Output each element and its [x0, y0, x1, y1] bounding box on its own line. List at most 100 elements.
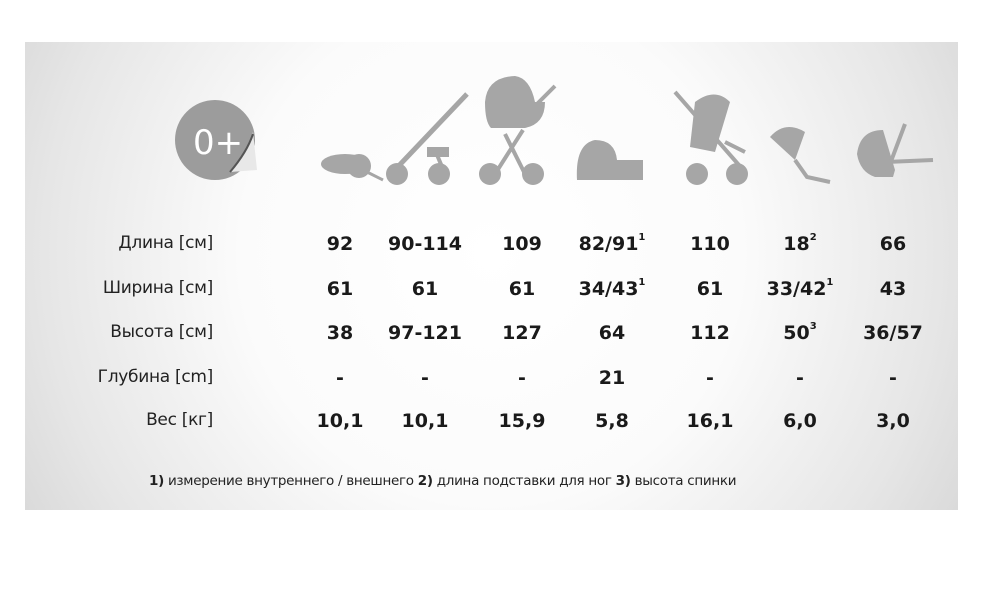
carrycot-icon — [576, 140, 643, 180]
row-label: Высота [см] — [110, 322, 213, 342]
cell-value: 92 — [326, 233, 354, 255]
row-label: Глубина [cm] — [97, 367, 214, 387]
stroller-seat-unit-icon — [673, 90, 748, 185]
table-cell: - — [380, 367, 470, 389]
cell-value: - — [796, 367, 804, 389]
cell-value: 10,1 — [316, 410, 364, 432]
table-cell: 21 — [567, 367, 657, 389]
cell-value: 43 — [879, 278, 907, 300]
table-cell: 34/431 — [567, 277, 657, 300]
cell-value: 10,1 — [401, 410, 449, 432]
table-cell: 503 — [755, 321, 845, 344]
table-row: Ширина [см] 61 61 61 34/431 61 33/421 43 — [0, 277, 933, 308]
cell-value: 61 — [411, 278, 439, 300]
table-cell: 5,8 — [567, 410, 657, 432]
cell-value: 6,0 — [783, 410, 817, 432]
cell-value: - — [421, 367, 429, 389]
table-cell: 38 — [295, 322, 385, 344]
table-row: Глубина [cm] - - - 21 - - - — [0, 367, 933, 397]
table-cell: 127 — [477, 322, 567, 344]
cell-footnote-ref: 1 — [638, 232, 646, 243]
cell-value: 97-121 — [388, 322, 462, 344]
cell-footnote-ref: 1 — [638, 277, 646, 288]
cell-value: 38 — [326, 322, 354, 344]
table-cell: - — [665, 367, 755, 389]
spec-panel: 0+ — [25, 42, 958, 510]
badge-text: 0+ — [193, 123, 243, 163]
cell-value: 82/91 — [578, 233, 639, 255]
product-icons: 0+ — [175, 76, 934, 185]
footnote-1-text: измерение внутреннего / внешнего — [163, 473, 418, 489]
table-cell: 3,0 — [848, 410, 938, 432]
footnote-2-text: длина подставки для ног — [432, 473, 616, 489]
table-row: Высота [см] 38 97-121 127 64 112 503 36/57 — [0, 321, 933, 352]
table-cell: 182 — [755, 232, 845, 255]
cell-value: 18 — [783, 233, 810, 255]
footnote-3-text: высота спинки — [630, 473, 737, 489]
carrycot-seat-icon — [857, 123, 934, 177]
car-seat-icon — [321, 154, 384, 182]
table-row: Вес [кг] 10,1 10,1 15,9 5,8 16,1 6,0 3,0 — [0, 410, 933, 440]
cell-value: - — [518, 367, 526, 389]
cell-footnote-ref: 2 — [809, 232, 817, 243]
cell-value: 61 — [696, 278, 724, 300]
cell-value: - — [706, 367, 714, 389]
table-cell: 61 — [665, 278, 755, 300]
footnote-1-mark: 1) — [149, 473, 164, 489]
cell-value: 61 — [326, 278, 354, 300]
cell-value: 5,8 — [595, 410, 629, 432]
footnote-3-mark: 3) — [615, 473, 631, 489]
cell-value: 16,1 — [686, 410, 734, 432]
table-cell: 64 — [567, 322, 657, 344]
table-cell: 66 — [848, 233, 938, 255]
age-badge: 0+ — [175, 100, 257, 180]
row-label: Вес [кг] — [146, 410, 213, 430]
row-label: Длина [см] — [118, 233, 213, 253]
table-cell: 109 — [477, 233, 567, 255]
table-cell: 92 — [295, 233, 385, 255]
cell-value: - — [336, 367, 344, 389]
table-cell: 97-121 — [380, 322, 470, 344]
table-cell: 43 — [848, 278, 938, 300]
table-cell: 110 — [665, 233, 755, 255]
cell-value: 112 — [690, 322, 730, 344]
table-cell: 15,9 — [477, 410, 567, 432]
cell-value: 64 — [598, 322, 626, 344]
table-cell: 61 — [477, 278, 567, 300]
cell-footnote-ref: 3 — [809, 321, 817, 332]
cell-value: 36/57 — [863, 322, 923, 344]
stroller-with-carrycot-icon — [479, 76, 557, 185]
table-cell: - — [295, 367, 385, 389]
cell-value: 34/43 — [578, 278, 639, 300]
cell-value: 33/42 — [766, 278, 827, 300]
table-row: Длина [см] 92 90-114 109 82/911 110 182 66 — [0, 232, 933, 263]
table-cell: 61 — [295, 278, 385, 300]
table-cell: 16,1 — [665, 410, 755, 432]
table-cell: 61 — [380, 278, 470, 300]
table-cell: 36/57 — [848, 322, 938, 344]
footnotes: 1) измерение внутреннего / внешнего 2) д… — [149, 473, 737, 489]
cell-footnote-ref: 1 — [826, 277, 834, 288]
table-cell: 10,1 — [295, 410, 385, 432]
cell-value: 21 — [598, 367, 626, 389]
table-cell: 33/421 — [755, 277, 845, 300]
cell-value: 127 — [502, 322, 542, 344]
row-label: Ширина [см] — [102, 278, 213, 298]
cell-value: 61 — [508, 278, 536, 300]
cell-value: 50 — [783, 322, 810, 344]
table-cell: 10,1 — [380, 410, 470, 432]
table-cell: 112 — [665, 322, 755, 344]
cell-value: 110 — [690, 233, 730, 255]
table-cell: 6,0 — [755, 410, 845, 432]
cell-value: 15,9 — [498, 410, 546, 432]
cell-value: 66 — [879, 233, 907, 255]
footnote-2-mark: 2) — [417, 473, 433, 489]
table-cell: 90-114 — [380, 233, 470, 255]
seat-unit-icon — [770, 127, 831, 184]
stroller-frame-icon — [386, 92, 469, 185]
table-cell: 82/911 — [567, 232, 657, 255]
cell-value: 109 — [502, 233, 542, 255]
cell-value: - — [889, 367, 897, 389]
cell-value: 3,0 — [876, 410, 910, 432]
cell-value: 90-114 — [388, 233, 462, 255]
